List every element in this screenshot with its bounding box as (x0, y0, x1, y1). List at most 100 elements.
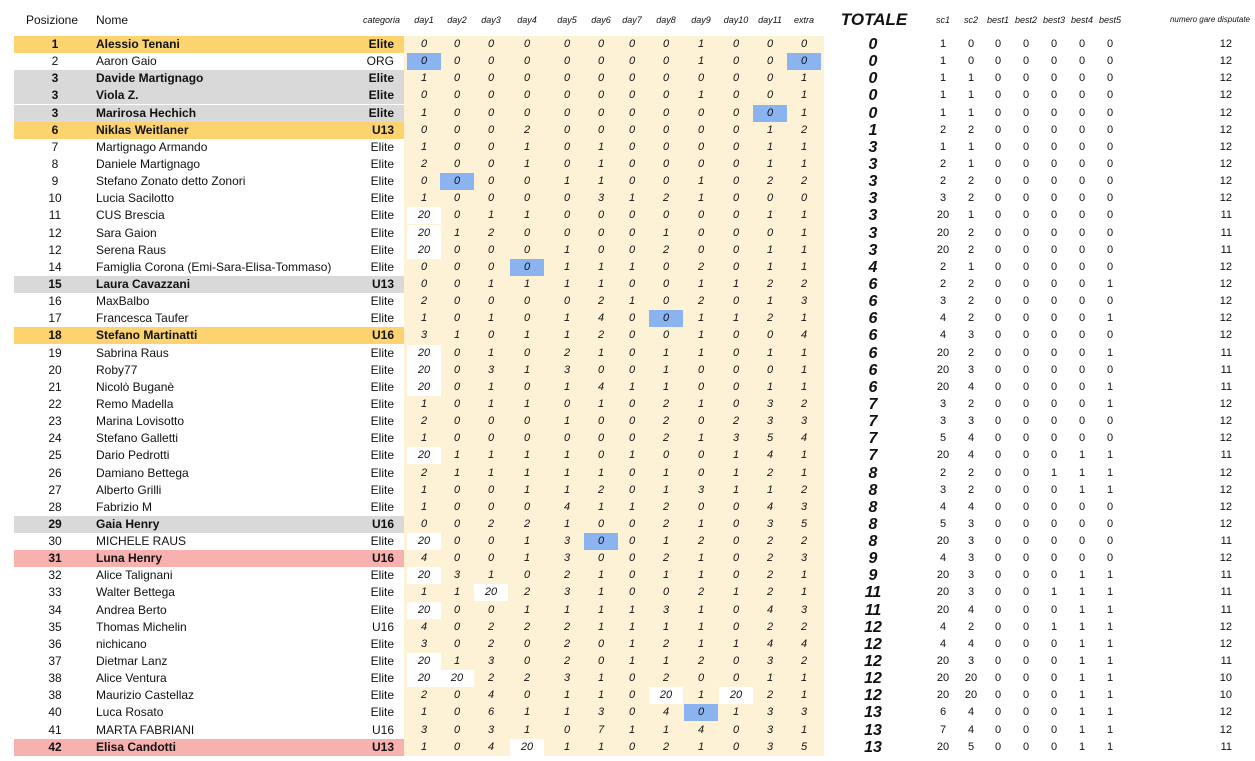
day-score: 0 (487, 175, 495, 187)
stat-value: 1 (1106, 706, 1114, 718)
stat-value: 0 (1106, 209, 1114, 221)
day-score: 4 (800, 329, 808, 341)
day-score: 0 (453, 278, 461, 290)
day-score: 1 (523, 552, 531, 564)
day-score: 0 (732, 501, 740, 513)
stat-value: 0 (1050, 415, 1058, 427)
day-score: 0 (597, 89, 605, 101)
day-score: 5 (800, 518, 808, 530)
row-category: Elite (370, 568, 394, 582)
day-score: 3 (563, 586, 571, 598)
row-gare: 12 (1219, 55, 1232, 67)
stat-value: 0 (967, 38, 975, 50)
day-score: 1 (420, 312, 428, 324)
day-score: 2 (487, 621, 495, 633)
stat-value: 0 (1106, 295, 1114, 307)
stat-value: 0 (1022, 347, 1030, 359)
day-score: 1 (523, 484, 531, 496)
row-total: 0 (868, 36, 878, 53)
day-score: 3 (766, 415, 774, 427)
day-score: 0 (628, 227, 636, 239)
stat-value: 0 (1078, 364, 1086, 376)
day-score: 0 (597, 38, 605, 50)
day-score: 1 (800, 467, 808, 479)
day-score: 2 (800, 398, 808, 410)
day-score: 0 (487, 484, 495, 496)
stat-value: 0 (1050, 535, 1058, 547)
row-gare: 11 (1220, 604, 1232, 616)
stat-value: 0 (1050, 329, 1058, 341)
row-name: MARTA FABRIANI (96, 723, 195, 737)
day-score: 0 (563, 432, 571, 444)
day-score: 0 (523, 347, 531, 359)
row-total: 8 (868, 482, 878, 499)
stat-value: 0 (1106, 501, 1114, 513)
day-score: 1 (697, 192, 705, 204)
row-position: 40 (48, 705, 62, 719)
day-score: 1 (732, 278, 740, 290)
day-score: 1 (800, 158, 808, 170)
row-total: 0 (868, 53, 878, 70)
day-score: 1 (420, 741, 428, 753)
day-score: 0 (628, 569, 636, 581)
day-score: 2 (800, 621, 808, 633)
day-score: 1 (628, 381, 636, 393)
stat-value: 1 (1106, 569, 1114, 581)
day-score: 0 (697, 227, 705, 239)
day-score: 0 (487, 501, 495, 513)
day-score: 1 (523, 209, 531, 221)
stat-value: 0 (994, 467, 1002, 479)
header-best5: best5 (1098, 15, 1122, 25)
row-category: Elite (370, 157, 394, 171)
row-category: Elite (370, 380, 394, 394)
day-score: 3 (800, 295, 808, 307)
row-position: 34 (48, 603, 62, 617)
day-score: 0 (420, 124, 428, 136)
day-score: 2 (662, 501, 670, 513)
day-score: 0 (628, 347, 636, 359)
day-score: 0 (487, 55, 495, 67)
day-score: 0 (732, 364, 740, 376)
stat-value: 20 (936, 604, 950, 616)
row-position: 11 (48, 208, 62, 222)
stat-value: 0 (1050, 295, 1058, 307)
row-gare: 12 (1219, 518, 1232, 530)
stat-value: 2 (939, 278, 947, 290)
row-gare: 12 (1219, 192, 1232, 204)
day-score: 1 (662, 227, 670, 239)
day-score: 1 (453, 329, 461, 341)
day-score: 0 (453, 261, 461, 273)
row-category: U16 (371, 620, 394, 634)
stat-value: 1 (1050, 467, 1058, 479)
stat-value: 3 (967, 415, 975, 427)
day-score: 4 (597, 312, 605, 324)
day-score: 3 (563, 552, 571, 564)
stat-value: 20 (936, 569, 950, 581)
day-score: 2 (662, 192, 670, 204)
stat-value: 0 (994, 107, 1002, 119)
stat-value: 1 (1078, 604, 1086, 616)
row-name: Stefano Galletti (96, 431, 179, 445)
day-score: 0 (662, 38, 670, 50)
stat-value: 0 (1022, 569, 1030, 581)
stat-value: 1 (967, 261, 975, 273)
row-highlight (14, 105, 404, 122)
stat-value: 3 (967, 364, 975, 376)
stat-value: 3 (967, 552, 975, 564)
stat-value: 5 (939, 432, 947, 444)
day-score: 0 (628, 278, 636, 290)
day-score: 1 (800, 107, 808, 119)
day-score: 1 (697, 638, 705, 650)
row-total: 6 (868, 362, 878, 379)
day-score: 1 (766, 124, 774, 136)
stat-value: 1 (1078, 621, 1086, 633)
day-score: 1 (523, 449, 531, 461)
day-score: 0 (697, 381, 705, 393)
row-position: 3 (51, 88, 59, 102)
day-score: 0 (732, 724, 740, 736)
day-score: 4 (420, 621, 428, 633)
row-category: Elite (370, 140, 394, 154)
day-score: 1 (597, 278, 605, 290)
day-score: 3 (420, 724, 428, 736)
row-category: Elite (370, 174, 394, 188)
